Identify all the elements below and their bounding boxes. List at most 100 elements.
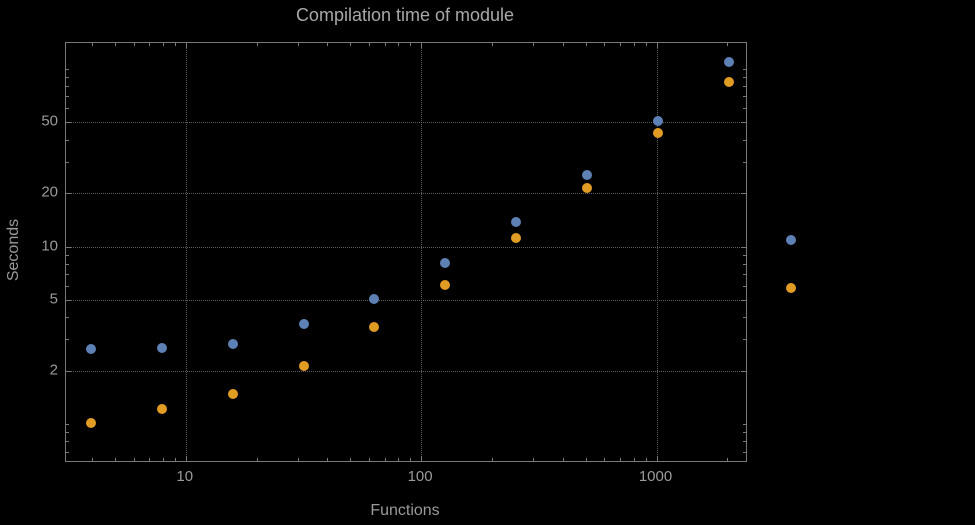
y-tick-mark — [66, 441, 69, 443]
x-tick-mark — [384, 458, 386, 461]
data-point-series-2 — [369, 321, 380, 332]
y-tick-mark — [66, 285, 69, 287]
legend-marker-2 — [786, 283, 796, 293]
x-tick-mark — [256, 458, 258, 461]
y-tick-mark — [66, 96, 69, 98]
x-tick-mark — [645, 43, 647, 46]
data-point-series-1 — [582, 169, 593, 180]
y-tick-mark — [743, 339, 746, 341]
x-tick-mark — [92, 458, 94, 461]
x-tick-mark — [410, 43, 412, 46]
x-tick-mark — [149, 43, 151, 46]
x-tick-mark — [585, 43, 587, 46]
y-tick-mark — [743, 86, 746, 88]
y-tick-mark — [66, 139, 69, 141]
x-tick-label: 10 — [176, 468, 194, 485]
y-tick-mark — [741, 122, 746, 124]
y-tick-label: 5 — [49, 290, 58, 308]
x-tick-mark — [562, 458, 564, 461]
x-tick-mark — [92, 43, 94, 46]
x-axis-label: Functions — [370, 502, 440, 519]
x-tick-mark — [298, 458, 300, 461]
x-tick-mark — [585, 458, 587, 461]
data-point-series-2 — [86, 418, 97, 429]
x-tick-mark — [421, 456, 423, 461]
y-tick-mark — [741, 193, 746, 195]
y-tick-mark — [741, 300, 746, 301]
y-tick-label: 2 — [49, 361, 58, 379]
y-tick-mark — [66, 432, 69, 434]
x-tick-mark — [562, 43, 564, 46]
y-tick-mark — [743, 274, 746, 276]
data-point-series-1 — [156, 342, 167, 353]
data-point-series-1 — [369, 294, 380, 304]
plot-area — [65, 42, 747, 462]
data-point-series-2 — [298, 360, 309, 371]
data-point-series-1 — [723, 57, 734, 67]
x-tick-mark — [410, 458, 412, 461]
y-tick-mark — [66, 263, 69, 265]
x-tick-mark — [368, 458, 370, 461]
x-tick-mark — [533, 43, 535, 46]
data-point-series-1 — [86, 344, 97, 355]
y-tick-mark — [66, 77, 69, 79]
y-tick-mark — [66, 86, 69, 88]
data-point-series-1 — [298, 319, 309, 330]
x-gridline — [185, 43, 187, 461]
x-tick-label: 1000 — [638, 468, 673, 485]
data-point-series-1 — [440, 257, 451, 268]
x-tick-mark — [174, 43, 176, 46]
x-tick-mark — [174, 458, 176, 461]
x-tick-mark — [604, 43, 606, 46]
y-tick-label: 50 — [41, 112, 58, 130]
x-tick-mark — [656, 43, 658, 48]
y-tick-mark — [743, 424, 746, 426]
y-gridline — [66, 300, 746, 301]
x-tick-mark — [633, 43, 635, 46]
y-tick-mark — [66, 193, 71, 195]
y-tick-mark — [743, 77, 746, 79]
x-gridline — [656, 43, 658, 461]
y-tick-mark — [743, 285, 746, 287]
y-tick-mark — [743, 161, 746, 163]
y-tick-mark — [66, 317, 69, 319]
x-tick-mark — [350, 458, 352, 461]
y-tick-mark — [66, 451, 69, 453]
data-point-series-2 — [440, 279, 451, 290]
y-tick-mark — [66, 370, 71, 372]
y-tick-mark — [743, 254, 746, 256]
y-tick-mark — [741, 370, 746, 372]
x-tick-mark — [114, 43, 116, 46]
y-gridline — [66, 370, 746, 372]
y-tick-mark — [743, 139, 746, 141]
y-tick-mark — [743, 451, 746, 453]
x-tick-mark — [620, 458, 622, 461]
x-gridline — [421, 43, 423, 461]
data-point-series-2 — [723, 77, 734, 88]
x-tick-mark — [114, 458, 116, 461]
y-tick-mark — [741, 246, 746, 248]
y-tick-mark — [743, 108, 746, 110]
y-tick-mark — [743, 317, 746, 319]
x-tick-mark — [633, 458, 635, 461]
y-tick-mark — [66, 108, 69, 110]
x-tick-mark — [133, 43, 135, 46]
y-tick-mark — [66, 424, 69, 426]
y-gridline — [66, 193, 746, 195]
x-tick-mark — [368, 43, 370, 46]
data-point-series-2 — [156, 404, 167, 415]
x-tick-mark — [398, 43, 400, 46]
x-tick-mark — [421, 43, 423, 48]
y-tick-mark — [743, 432, 746, 434]
y-tick-mark — [743, 263, 746, 265]
y-tick-mark — [743, 68, 746, 70]
legend-marker-1 — [786, 235, 796, 245]
data-point-series-2 — [511, 233, 522, 244]
y-tick-mark — [66, 246, 71, 248]
x-tick-mark — [645, 458, 647, 461]
y-tick-mark — [66, 68, 69, 70]
y-tick-mark — [66, 254, 69, 256]
x-tick-mark — [162, 43, 164, 46]
data-point-series-1 — [227, 338, 238, 349]
